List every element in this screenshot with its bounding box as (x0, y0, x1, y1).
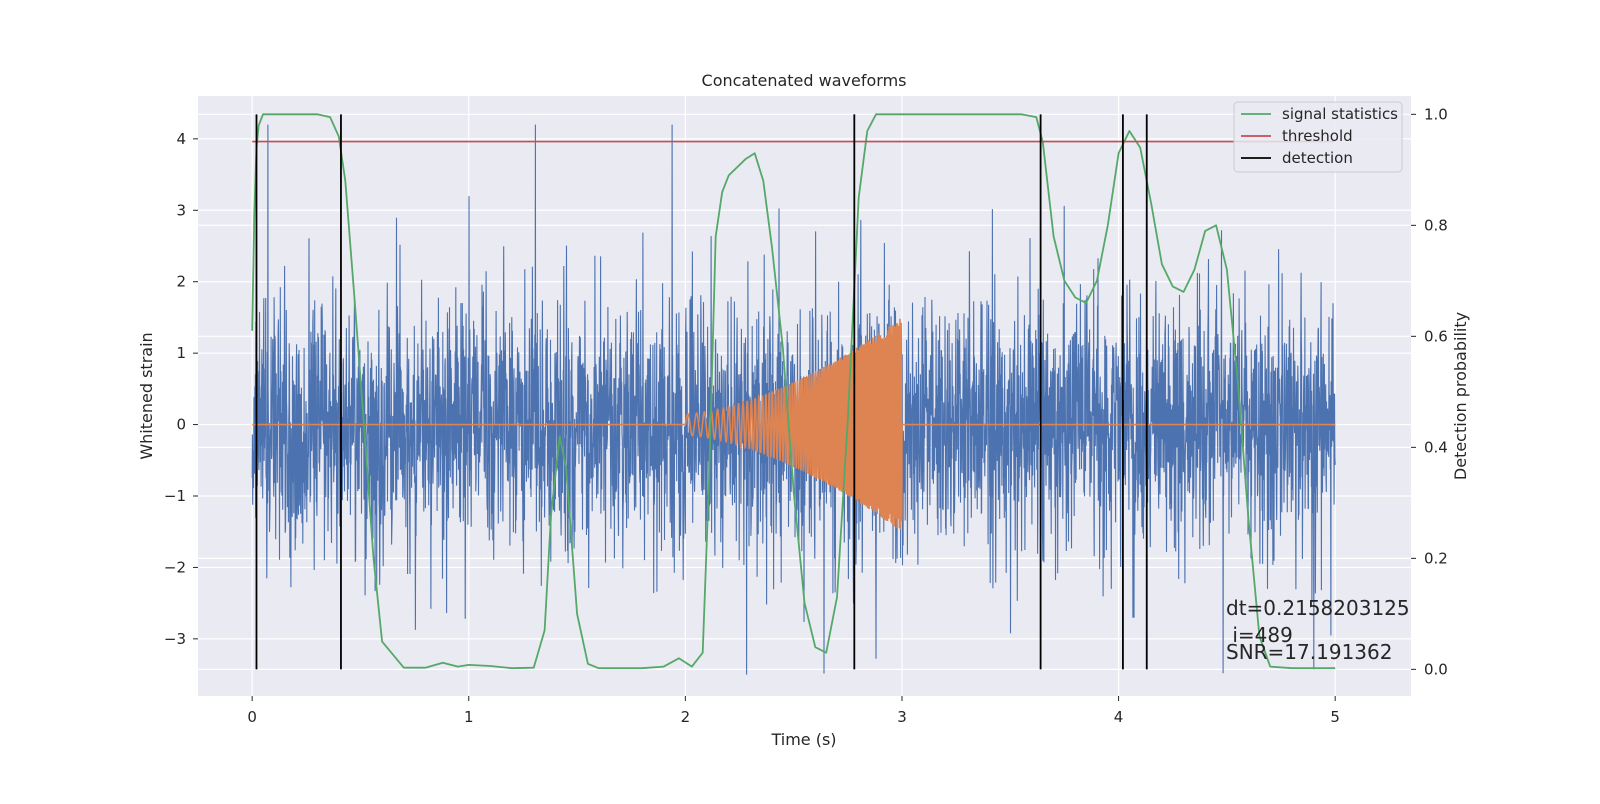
chirp-series (252, 318, 1336, 530)
legend-label-threshold: threshold (1282, 127, 1353, 145)
y-tick-label: 1 (176, 344, 186, 362)
x-tick-label: 5 (1330, 708, 1340, 726)
y-tick-label: −2 (164, 558, 186, 576)
detection-series (255, 114, 1148, 670)
y2-tick-label: 0.4 (1424, 438, 1448, 456)
annotation-index: i=489 (1226, 623, 1293, 647)
legend: signal statistics threshold detection (1233, 101, 1403, 173)
y-tick-label: −1 (164, 487, 186, 505)
x-tick-label: 4 (1114, 708, 1124, 726)
y2-tick-label: 0.2 (1424, 549, 1448, 567)
y2-tick-label: 0.8 (1424, 216, 1448, 234)
chirp-line (252, 318, 1336, 530)
y2-tick-label: 0.0 (1424, 660, 1448, 678)
y-tick-label: 2 (176, 273, 186, 291)
y2-axis-label: Detection probability (1451, 312, 1470, 480)
y2-tick-label: 0.6 (1424, 327, 1448, 345)
x-axis-ticks: 0 1 2 3 4 5 (247, 696, 1340, 726)
x-tick-label: 2 (681, 708, 691, 726)
signal-statistics-line (251, 113, 1336, 670)
legend-label-signal-statistics: signal statistics (1282, 105, 1398, 123)
y-axis-label: Whitened strain (137, 332, 156, 459)
x-tick-label: 3 (897, 708, 907, 726)
legend-box (1233, 101, 1403, 173)
x-axis-label: Time (s) (770, 730, 836, 749)
legend-label-detection: detection (1282, 149, 1353, 167)
annotation-dt: dt=0.2158203125 (1226, 596, 1410, 620)
y-tick-label: 0 (176, 416, 186, 434)
y-tick-label: 3 (176, 201, 186, 219)
x-tick-label: 1 (464, 708, 474, 726)
x-tick-label: 0 (247, 708, 257, 726)
y-tick-label: 4 (176, 130, 186, 148)
annotations: dt=0.2158203125 i=489 SNR=17.191362 (1226, 596, 1410, 664)
y-tick-label: −3 (164, 630, 186, 648)
y-axis-ticks: −3 −2 −1 0 1 2 3 4 (164, 130, 198, 648)
chart-title: Concatenated waveforms (702, 71, 907, 90)
y2-tick-label: 1.0 (1424, 105, 1448, 123)
signal-statistics-series (251, 113, 1336, 670)
y2-axis-ticks: 0.0 0.2 0.4 0.6 0.8 1.0 (1411, 105, 1448, 678)
annotation-snr: SNR=17.191362 (1226, 640, 1392, 664)
